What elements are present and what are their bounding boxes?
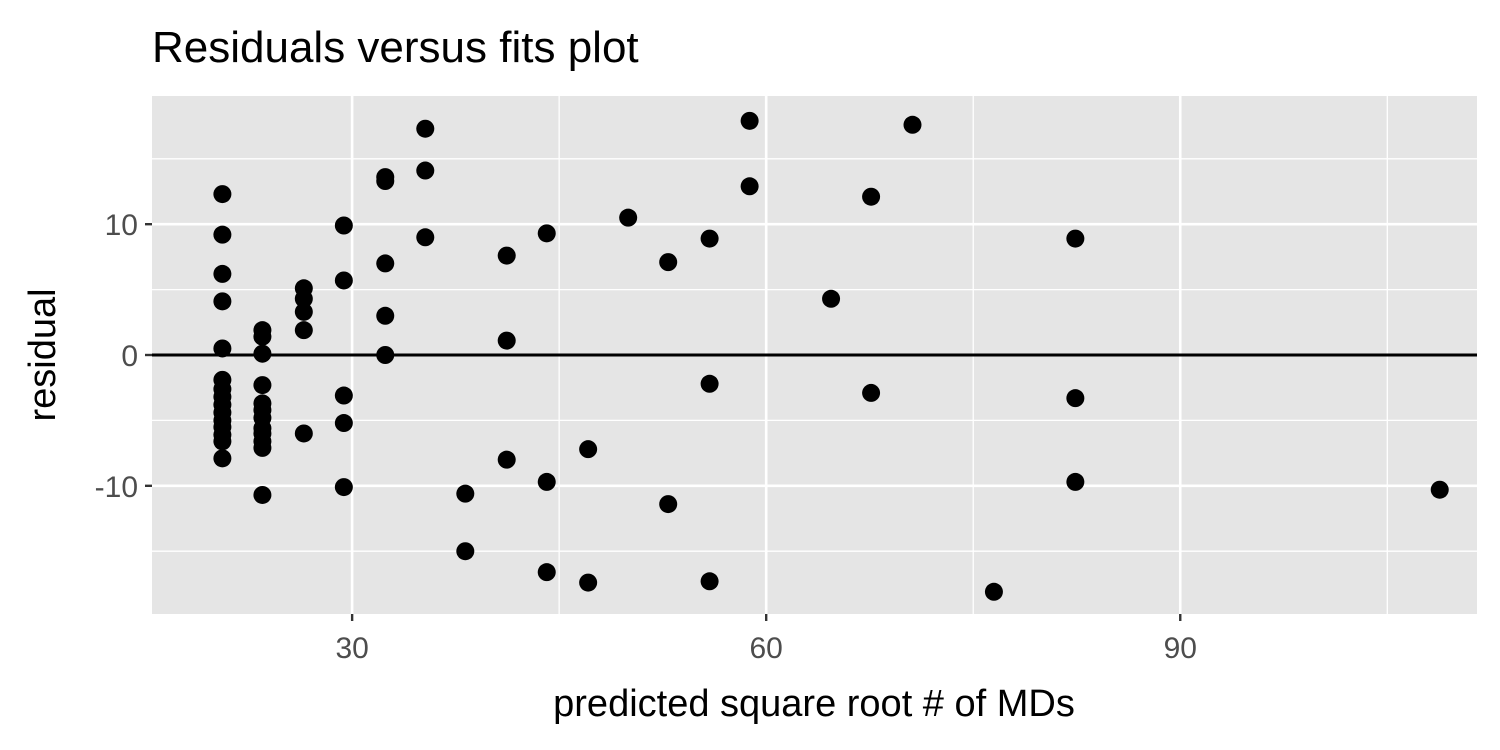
data-point (659, 253, 678, 272)
data-point (253, 438, 272, 457)
x-tick-label: 30 (335, 632, 368, 665)
data-point (537, 563, 556, 582)
data-point (984, 582, 1003, 601)
data-point (537, 472, 556, 491)
data-point (456, 484, 475, 503)
data-point (822, 289, 841, 308)
data-point (497, 331, 516, 350)
data-point (213, 185, 232, 204)
data-point (334, 271, 353, 290)
data-point (294, 302, 313, 321)
data-point (213, 449, 232, 468)
data-point (579, 573, 598, 592)
axis-ticks: 30 60 90 -10 0 10 (95, 209, 1197, 665)
data-point (1430, 480, 1449, 499)
data-point (579, 440, 598, 459)
data-point (740, 177, 759, 196)
data-point (903, 115, 922, 134)
data-point (537, 224, 556, 243)
data-point (253, 376, 272, 395)
data-point (294, 424, 313, 443)
data-point (213, 339, 232, 358)
data-point (659, 495, 678, 514)
data-point (334, 478, 353, 497)
y-axis-title: residual (22, 288, 64, 421)
data-point (1066, 472, 1085, 491)
data-point (416, 119, 435, 138)
y-tick-label: 10 (105, 209, 138, 242)
data-point (294, 321, 313, 340)
data-point (862, 383, 881, 402)
data-points (213, 111, 1449, 601)
x-tick-label: 60 (750, 632, 783, 665)
data-point (700, 229, 719, 248)
data-point (416, 161, 435, 180)
data-point (376, 172, 395, 191)
data-point (700, 374, 719, 393)
data-point (213, 432, 232, 451)
data-point (700, 572, 719, 591)
data-point (213, 292, 232, 311)
data-point (1066, 229, 1085, 248)
data-point (497, 450, 516, 469)
data-point (253, 327, 272, 346)
data-point (334, 414, 353, 433)
x-tick-label: 90 (1164, 632, 1197, 665)
data-point (334, 216, 353, 235)
data-point (416, 228, 435, 247)
y-tick-label: -10 (95, 471, 138, 504)
data-point (213, 264, 232, 283)
data-point (376, 306, 395, 325)
data-point (1066, 389, 1085, 408)
data-point (253, 344, 272, 363)
data-point (334, 386, 353, 405)
data-point (376, 254, 395, 273)
y-tick-label: 0 (121, 340, 138, 373)
data-point (376, 346, 395, 364)
data-point (253, 485, 272, 504)
data-point (497, 246, 516, 265)
data-point (213, 225, 232, 244)
data-point (862, 187, 881, 206)
data-point (740, 111, 759, 130)
chart-title: Residuals versus fits plot (152, 23, 639, 72)
data-point (619, 208, 638, 227)
data-point (456, 542, 475, 561)
x-axis-title: predicted square root # of MDs (553, 683, 1075, 725)
data-point (294, 289, 313, 308)
